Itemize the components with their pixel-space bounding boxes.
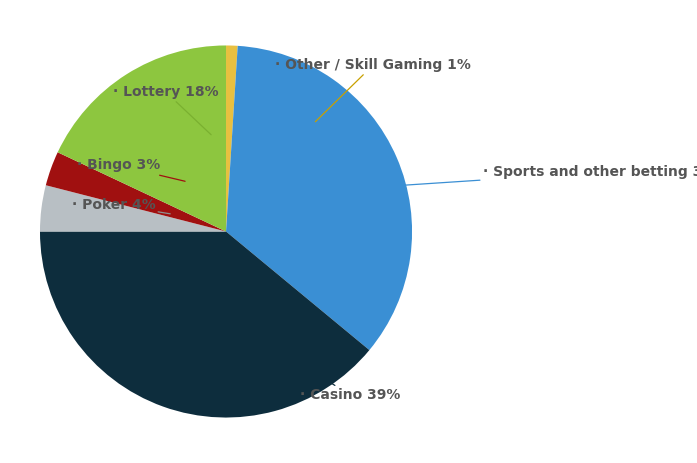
Text: · Sports and other betting 35%: · Sports and other betting 35% <box>323 165 697 191</box>
Wedge shape <box>58 45 226 232</box>
Text: · Other / Skill Gaming 1%: · Other / Skill Gaming 1% <box>275 58 471 122</box>
Wedge shape <box>46 152 226 232</box>
Text: · Poker 4%: · Poker 4% <box>72 198 170 214</box>
Text: · Lottery 18%: · Lottery 18% <box>113 85 219 135</box>
Wedge shape <box>226 45 238 232</box>
Text: · Casino 39%: · Casino 39% <box>267 343 401 402</box>
Text: · Bingo 3%: · Bingo 3% <box>77 158 185 181</box>
Wedge shape <box>40 232 369 418</box>
Wedge shape <box>40 185 226 232</box>
Wedge shape <box>226 46 412 350</box>
